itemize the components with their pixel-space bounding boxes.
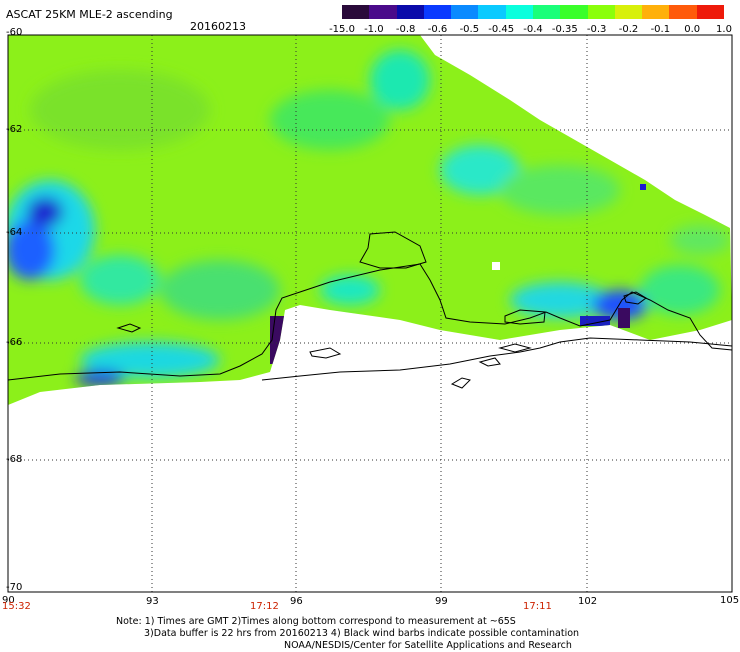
map-title: ASCAT 25KM MLE-2 ascending: [6, 8, 173, 21]
time-label: 15:32: [2, 601, 31, 612]
colorbar-label: -0.5: [459, 24, 480, 35]
colorbar-segment: [696, 5, 724, 19]
coastline: [7, 231, 733, 389]
lon-label: 99: [435, 596, 448, 607]
footnotes: Note: 1) Times are GMT 2)Times along bot…: [116, 616, 579, 652]
lon-label: 96: [290, 596, 303, 607]
lon-label: 93: [146, 596, 159, 607]
colorbar-label: -0.2: [618, 24, 639, 35]
colorbar-segment: [342, 5, 370, 19]
lon-label: 90: [2, 595, 15, 606]
colorbar-labels: -15.0 -1.0 -0.8 -0.6 -0.5 -0.45 -0.4 -0.35 -0.3-…: [318, 24, 738, 38]
lat-label: -70: [6, 582, 22, 593]
colorbar-segment: [642, 5, 670, 19]
colorbar-segment: [505, 5, 533, 19]
colorbar-label: -0.45: [488, 24, 515, 35]
lat-label: -64: [6, 227, 22, 238]
colorbar-label: -1.0: [364, 24, 384, 35]
colorbar-segment: [423, 5, 452, 19]
time-label: 17:12: [250, 601, 279, 612]
lat-label: -62: [6, 124, 22, 135]
colorbar-label: -0.1: [650, 24, 671, 35]
lat-label: -68: [6, 454, 22, 465]
colorbar-segment: [587, 5, 615, 19]
lon-label: 102: [578, 596, 597, 607]
lon-label: 105: [720, 595, 739, 606]
colorbar-segment: [614, 5, 643, 19]
colorbar-label: -0.4: [523, 24, 543, 35]
map-date: 20160213: [190, 20, 246, 33]
colorbar-segment: [369, 5, 397, 19]
colorbar-label: 0.0: [684, 24, 701, 35]
wind-swath: [8, 35, 732, 405]
colorbar-label: 1.0: [716, 24, 732, 35]
colorbar-label: -0.8: [395, 24, 416, 35]
note-line-2: 3)Data buffer is 22 hrs from 20160213 4)…: [144, 628, 580, 639]
time-label: 17:11: [523, 601, 552, 612]
colorbar-label: -0.3: [586, 24, 607, 35]
colorbar: [342, 5, 724, 19]
colorbar-segment: [560, 5, 588, 19]
lat-label: -60: [6, 27, 22, 38]
note-line-1: Note: 1) Times are GMT 2)Times along bot…: [116, 616, 516, 627]
lat-label: -66: [6, 337, 22, 348]
colorbar-segment: [478, 5, 506, 19]
colorbar-label: -0.35: [551, 24, 578, 35]
colorbar-segment: [669, 5, 697, 19]
colorbar-label: -15.0: [329, 24, 355, 35]
colorbar-label: -0.6: [427, 24, 448, 35]
note-line-3: NOAA/NESDIS/Center for Satellite Applica…: [284, 640, 572, 651]
plot-frame: [7, 34, 733, 593]
graticule: [8, 35, 732, 592]
colorbar-segment: [396, 5, 424, 19]
colorbar-segment: [451, 5, 479, 19]
colorbar-segment: [532, 5, 561, 19]
